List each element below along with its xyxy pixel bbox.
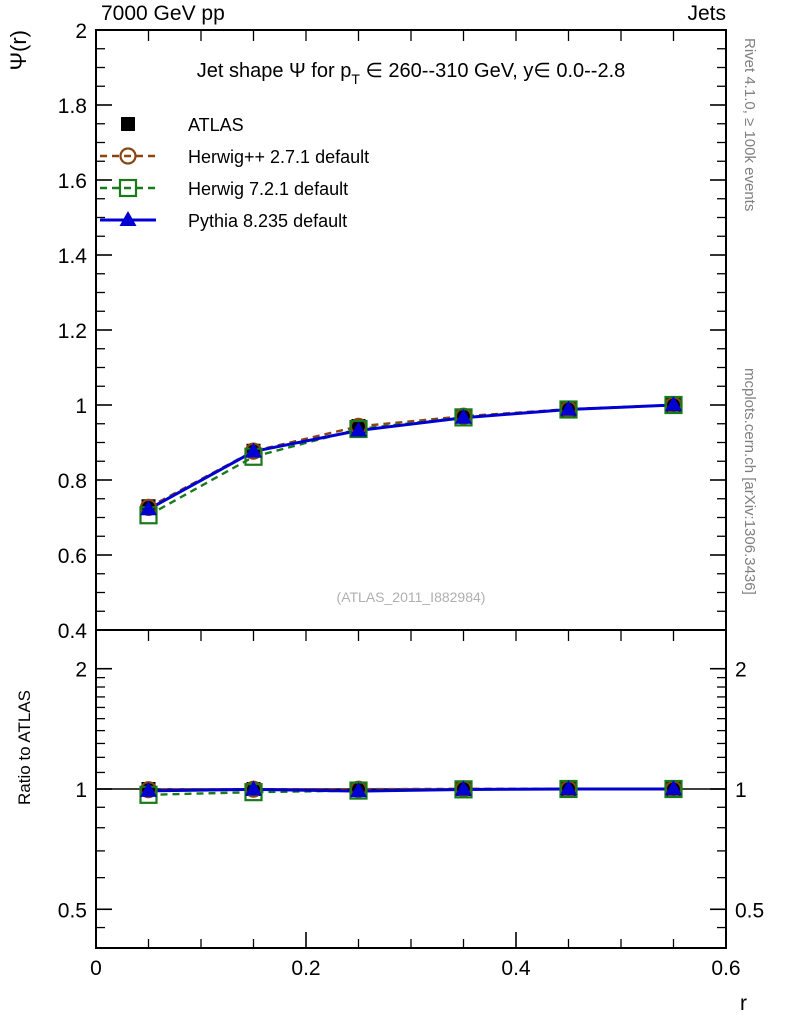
- title-seg-2: for p: [306, 60, 352, 82]
- title-psi-glyph: Ψ: [289, 60, 306, 82]
- main-panel-y-tick-labels: 0.4 0.6 0.8 1 1.2 1.4 1.6 1.8 2: [58, 20, 88, 643]
- data-point-herwig: [349, 419, 368, 439]
- ratio-y-tick-label-right: 0.5: [735, 899, 764, 922]
- ratio-panel-series: [96, 779, 726, 804]
- ratio-y-tick-label: 0.5: [58, 899, 87, 922]
- main-y-tick-label: 1.4: [58, 245, 88, 268]
- ratio-panel-y-tick-labels: 0.5 0.5 1 1 2 2: [58, 659, 764, 923]
- ratio-y-tick-label-right: 1: [735, 779, 747, 802]
- x-tick-label: 0.6: [711, 957, 740, 980]
- rivet-version-note: Rivet 4.1.0, ≥ 100k events: [741, 38, 758, 212]
- data-point-pythia: [455, 408, 472, 424]
- main-panel-series: [139, 395, 683, 525]
- data-point-pythia: [350, 421, 367, 437]
- data-point-pythia: [350, 782, 367, 798]
- data-point-pythia: [560, 780, 577, 795]
- ratio-y-tick-label-right: 2: [735, 659, 747, 682]
- x-tick-label: 0: [90, 957, 102, 980]
- x-axis-tick-labels: 0 0.2 0.4 0.6: [90, 957, 740, 980]
- data-point-pythia: [665, 780, 682, 795]
- ratio-panel-ticks: [96, 629, 726, 949]
- legend-label-2[interactable]: Herwig 7.2.1 default: [188, 179, 348, 199]
- data-point-pythia: [560, 400, 577, 416]
- legend-marker-2: [118, 178, 138, 198]
- x-axis-label: r: [740, 992, 747, 1015]
- data-point-pythia: [245, 442, 262, 458]
- main-y-tick-label: 1: [75, 395, 87, 418]
- legend-marker-1: [119, 147, 137, 165]
- x-tick-label: 0.4: [501, 957, 531, 980]
- series-line-herwig++: [147, 403, 674, 509]
- x-axis-ticks: [95, 932, 727, 948]
- series-line-pythia: [148, 787, 674, 793]
- title-subscript: T: [351, 71, 360, 87]
- ratio-y-tick-label: 1: [75, 779, 87, 802]
- main-y-tick-label: 1.8: [58, 95, 87, 118]
- x-tick-label: 0.2: [291, 957, 320, 980]
- ratio-y-tick-label: 2: [75, 659, 87, 682]
- data-point-pythia: [245, 780, 262, 796]
- legend-label-1[interactable]: Herwig++ 2.7.1 default: [188, 147, 369, 167]
- analysis-id-watermark: (ATLAS_2011_I882984): [337, 589, 486, 605]
- title-seg-1: Jet shape: [197, 60, 289, 82]
- main-y-tick-label: 2: [75, 20, 87, 43]
- main-y-tick-label: 0.4: [58, 620, 88, 643]
- plot-title: Jet shape Ψ for pT ∈ 260--310 GeV, y∈ 0.…: [197, 60, 626, 87]
- beam-energy-label: 7000 GeV pp: [101, 2, 225, 25]
- data-point-pythia: [455, 780, 472, 796]
- data-point-pythia: [140, 781, 157, 797]
- data-point-pythia: [140, 500, 157, 516]
- mcplots-source-note: mcplots.cern.ch [arXiv:1306.3436]: [741, 368, 758, 595]
- analysis-category-label: Jets: [687, 2, 726, 25]
- legend-label-3[interactable]: Pythia 8.235 default: [188, 211, 347, 231]
- main-y-tick-label: 0.6: [58, 545, 87, 568]
- legend[interactable]: ATLAS Herwig++ 2.7.1 default Herwig 7.2.1 …: [100, 115, 369, 231]
- title-seg-3: ∈ 260--310 GeV, y∈ 0.0--2.8: [360, 60, 625, 82]
- main-y-tick-label: 1.2: [58, 320, 87, 343]
- legend-label-0[interactable]: ATLAS: [188, 115, 244, 135]
- data-point-pythia: [665, 396, 682, 411]
- legend-marker-3: [119, 211, 137, 226]
- legend-marker-0: [121, 117, 135, 131]
- main-y-tick-label: 1.6: [58, 170, 87, 193]
- series-line-pythia: [147, 403, 674, 511]
- main-y-tick-label: 0.8: [58, 470, 87, 493]
